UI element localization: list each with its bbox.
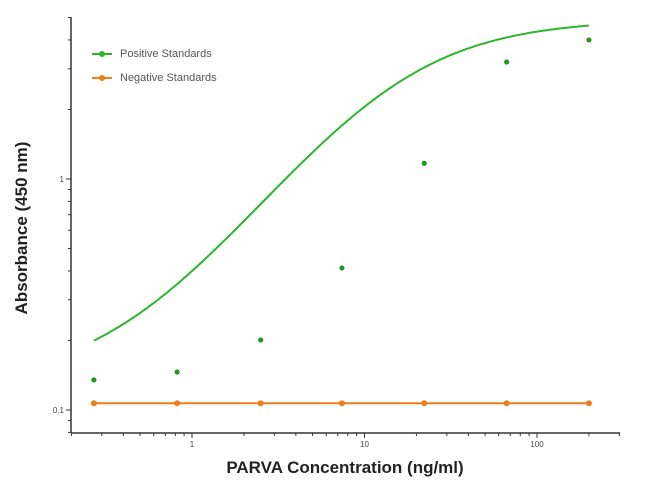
negative-data-point [421, 400, 428, 407]
x-tick-label: 10 [360, 440, 369, 449]
legend-label: Positive Standards [120, 48, 212, 60]
negative-data-point [585, 400, 592, 407]
negative-data-point [338, 400, 345, 407]
y-tick-label: 1 [60, 175, 65, 184]
legend-marker-icon [92, 74, 112, 82]
x-axis-label: PARVA Concentration (ng/ml) [226, 458, 464, 477]
y-tick-label: 0.1 [53, 406, 65, 415]
positive-data-point [586, 37, 592, 43]
legend-item-negative: Negative Standards [92, 66, 217, 90]
x-tick-label: 1 [190, 440, 195, 449]
negative-data-point [503, 400, 510, 407]
negative-data-point [174, 400, 181, 407]
legend: Positive Standards Negative Standards [92, 42, 217, 90]
positive-data-point [421, 160, 427, 166]
y-axis-label: Absorbance (450 nm) [12, 141, 31, 315]
legend-marker-icon [92, 50, 112, 58]
positive-fit-curve [93, 24, 589, 342]
legend-item-positive: Positive Standards [92, 42, 217, 66]
positive-data-point [504, 59, 510, 65]
positive-data-point [91, 377, 97, 383]
negative-data-point [90, 400, 97, 407]
positive-data-point [258, 337, 264, 343]
positive-data-point [174, 369, 180, 375]
x-tick-label: 100 [530, 440, 544, 449]
negative-data-point [257, 400, 264, 407]
series-layer [90, 24, 592, 407]
positive-data-point [339, 265, 345, 271]
legend-label: Negative Standards [120, 72, 217, 84]
axes: 0.1 1 1 10 100 [53, 17, 620, 449]
